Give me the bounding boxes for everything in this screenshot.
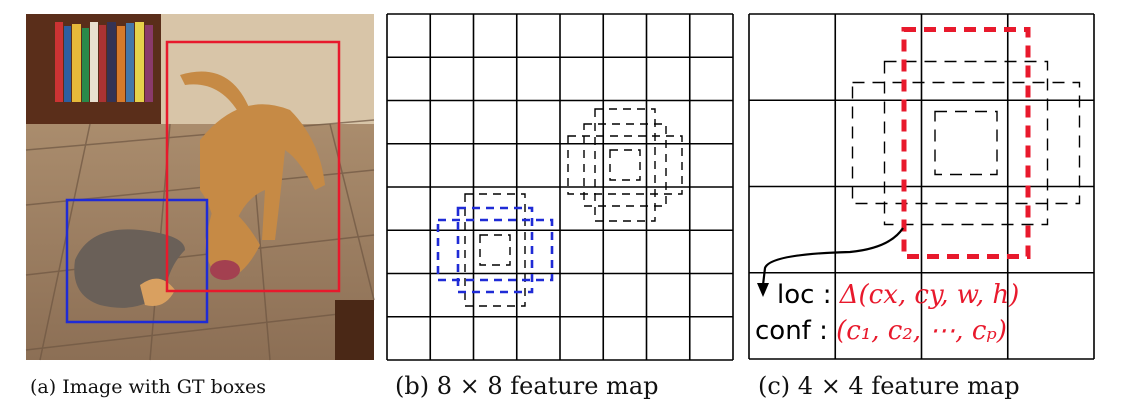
- default-box: [567, 135, 683, 195]
- default-box: [934, 110, 998, 176]
- caption-a: (a) Image with GT boxes: [30, 376, 266, 398]
- caption-b: (b) 8 × 8 feature map: [395, 372, 659, 400]
- default-box: [883, 60, 1049, 226]
- feature-map-4x4: [748, 13, 1095, 360]
- conf-line: conf : (c₁, c₂, ⋯, cₚ): [755, 316, 1007, 346]
- arrow-head-icon: [757, 283, 769, 297]
- default-box: [464, 193, 526, 307]
- gt-box-dog: [165, 40, 341, 293]
- default-box: [594, 108, 656, 222]
- default-box: [479, 234, 511, 266]
- arrow-curve: [761, 227, 904, 286]
- default-boxes-4x4: [851, 27, 1081, 259]
- default-box: [436, 218, 554, 282]
- default-box: [901, 27, 1031, 259]
- gt-box-cat: [65, 198, 209, 324]
- cat: [74, 229, 185, 308]
- chair-leg: [335, 300, 374, 360]
- bookshelf: [26, 14, 161, 124]
- loc-label: loc :: [777, 280, 832, 310]
- default-boxes-8x8: [436, 108, 683, 307]
- loc-line: loc : Δ(cx, cy, w, h): [777, 280, 1019, 310]
- conf-label: conf :: [755, 316, 828, 346]
- feature-map-8x8: [386, 13, 734, 361]
- dog: [180, 71, 325, 280]
- default-box: [609, 149, 641, 181]
- default-box: [851, 81, 1081, 205]
- default-box: [583, 123, 667, 207]
- photo: [25, 14, 375, 361]
- caption-c: (c) 4 × 4 feature map: [758, 372, 1020, 400]
- default-box: [456, 206, 534, 294]
- loc-value: Δ(cx, cy, w, h): [839, 280, 1020, 310]
- conf-value: (c₁, c₂, ⋯, cₚ): [836, 316, 1007, 346]
